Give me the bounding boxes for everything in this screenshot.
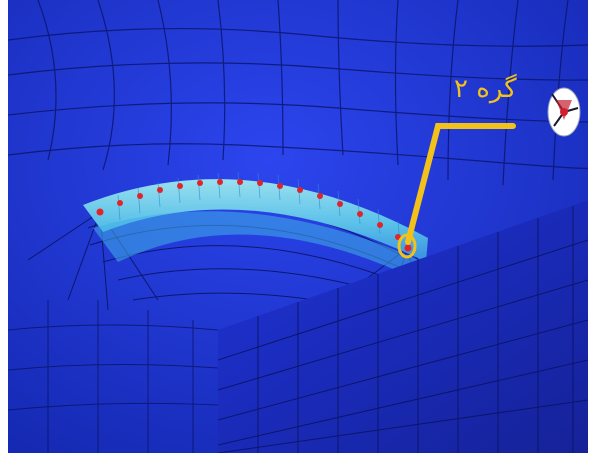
callout-leader [397, 123, 516, 259]
node-marker-icon [337, 201, 343, 207]
callout-circle [397, 233, 417, 259]
crack-front-nodes [96, 179, 412, 252]
left-face-mesh [8, 300, 219, 453]
node-marker-icon [157, 187, 163, 193]
node-marker-icon [137, 193, 143, 199]
node-marker-icon [117, 200, 123, 206]
node-marker-icon [197, 180, 203, 186]
node-marker-icon [177, 183, 183, 189]
node-marker-icon [357, 211, 363, 217]
node-marker-icon [237, 179, 243, 185]
mesh-scene [8, 0, 588, 453]
front-face-mesh [217, 206, 588, 453]
axis-triad-icon [547, 87, 581, 137]
node-marker-icon [257, 180, 263, 186]
callout-label: گره ۲ [454, 74, 517, 104]
node-marker-icon [297, 187, 303, 193]
front-face [218, 200, 588, 453]
node-marker-icon [277, 183, 283, 189]
top-surface-mesh [8, 0, 588, 186]
node-marker-icon [217, 179, 223, 185]
crack-band [83, 179, 428, 262]
node-marker-icon [377, 222, 383, 228]
node-marker-icon [96, 208, 104, 216]
node-marker-icon [317, 193, 323, 199]
fem-crack-mesh-figure: گره ۲ [8, 0, 588, 453]
crack-band-lower [93, 211, 423, 278]
node-marker-icon [404, 244, 412, 252]
